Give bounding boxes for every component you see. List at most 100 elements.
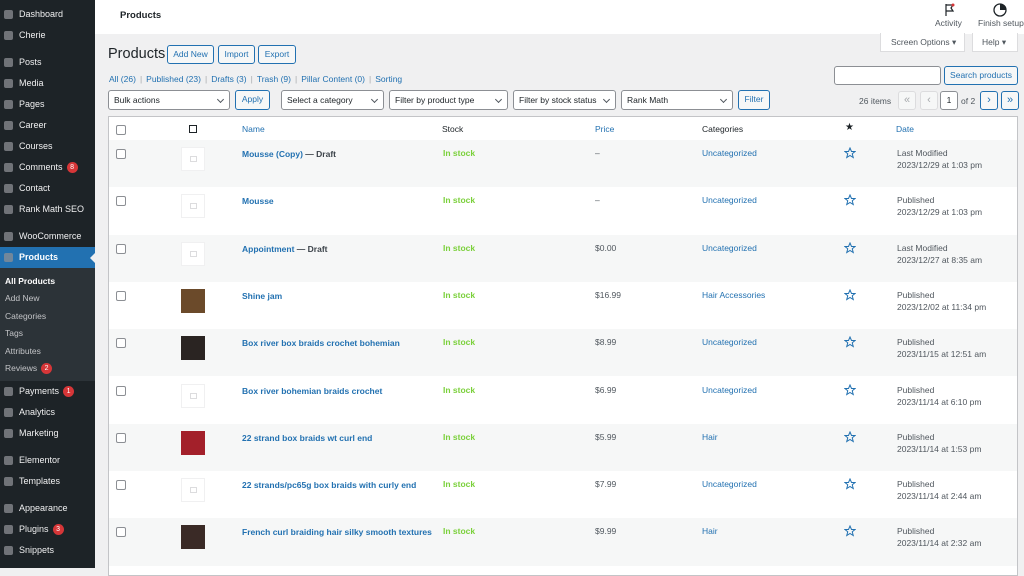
product-name[interactable]: Appointment (242, 243, 295, 254)
menu-item[interactable]: Plugins 3 (0, 519, 95, 540)
row-checkbox[interactable] (116, 338, 126, 349)
menu-item[interactable]: Appearance (0, 498, 95, 519)
column-name[interactable]: Name (242, 124, 265, 134)
menu-item[interactable]: Pages (0, 94, 95, 115)
filter-select[interactable]: Filter by stock status (513, 90, 616, 110)
row-checkbox[interactable] (116, 385, 126, 396)
view-link[interactable]: All (26) (109, 74, 136, 84)
menu-item[interactable]: Media (0, 73, 95, 94)
product-category[interactable]: Hair (702, 526, 718, 537)
view-link[interactable]: Trash (9) (256, 74, 291, 84)
page-last[interactable]: » (1001, 91, 1019, 110)
stock-status: In stock (443, 195, 476, 206)
row-checkbox[interactable] (116, 196, 126, 207)
column-date[interactable]: Date (896, 124, 914, 134)
menu-item[interactable]: Contact (0, 178, 95, 199)
menu-item[interactable]: Comments 8 (0, 157, 95, 178)
row-checkbox[interactable] (116, 243, 126, 254)
submenu-item[interactable]: Attributes (0, 343, 95, 360)
filter-select[interactable]: Rank Math (621, 90, 733, 110)
product-category[interactable]: Hair (702, 431, 718, 442)
featured-star[interactable] (843, 477, 857, 492)
apply-button[interactable]: Apply (235, 90, 270, 110)
menu-item[interactable]: Templates (0, 471, 95, 492)
header-button[interactable]: Import (218, 45, 255, 64)
product-name[interactable]: French curl braiding hair silky smooth t… (242, 527, 432, 538)
product-name[interactable]: Mousse (242, 196, 274, 207)
menu-label: Dashboard (19, 9, 64, 19)
menu-item[interactable]: Analytics (0, 402, 95, 423)
search-button[interactable]: Search products (944, 66, 1018, 85)
row-checkbox[interactable] (116, 527, 126, 538)
product-price: $8.99 (595, 337, 617, 348)
finish-setup-link[interactable]: Finish setup (978, 18, 1024, 28)
submenu-item[interactable]: All Products (0, 273, 95, 290)
featured-star[interactable] (843, 430, 857, 445)
submenu-item[interactable]: Tags (0, 325, 95, 342)
stock-status: In stock (443, 526, 476, 537)
product-category[interactable]: Uncategorized (702, 195, 757, 206)
product-category[interactable]: Hair Accessories (702, 289, 766, 300)
menu-item[interactable]: Marketing (0, 423, 95, 444)
row-checkbox[interactable] (116, 480, 126, 491)
row-checkbox[interactable] (116, 290, 126, 301)
product-category[interactable]: Uncategorized (702, 148, 757, 158)
column-price[interactable]: Price (595, 124, 615, 134)
submenu-item[interactable]: Categories (0, 308, 95, 325)
featured-star[interactable] (843, 383, 857, 398)
activity-link[interactable]: Activity (935, 18, 962, 28)
menu-item[interactable]: Payments 1 (0, 381, 95, 402)
filter-select[interactable]: Filter by product type (389, 90, 508, 110)
product-name[interactable]: Box river box braids crochet bohemian (242, 338, 400, 349)
menu-item[interactable]: Courses (0, 136, 95, 157)
view-link[interactable]: Published (23) (146, 74, 201, 84)
featured-star[interactable] (843, 525, 857, 539)
product-name[interactable]: 22 strand box braids wt curl end (242, 432, 373, 443)
row-checkbox[interactable] (116, 149, 126, 159)
featured-star[interactable] (843, 288, 857, 303)
view-link[interactable]: Drafts (3) (211, 74, 247, 84)
menu-item[interactable]: Snippets (0, 540, 95, 561)
row-checkbox[interactable] (116, 432, 126, 443)
menu-item[interactable]: Career (0, 115, 95, 136)
menu-item[interactable]: Rank Math SEO (0, 199, 95, 220)
menu-label: Payments (19, 386, 60, 397)
menu-item[interactable]: Elementor (0, 450, 95, 471)
menu-item[interactable]: Products (0, 247, 95, 268)
header-button[interactable]: Export (258, 45, 296, 64)
menu-item[interactable]: Cherie (0, 25, 95, 46)
screen-options-tab[interactable]: Screen Options ▾ (880, 33, 965, 52)
product-category[interactable]: Uncategorized (702, 337, 757, 348)
submenu-label: Tags (5, 328, 23, 339)
view-link[interactable]: Pillar Content (0) (301, 74, 365, 84)
header-button[interactable]: Add New (167, 45, 214, 64)
product-status: — Draft (305, 149, 336, 159)
product-category[interactable]: Uncategorized (702, 479, 757, 490)
featured-star[interactable] (843, 194, 857, 208)
featured-star[interactable] (843, 146, 857, 161)
page-current-input[interactable]: 1 (940, 91, 958, 110)
product-category[interactable]: Uncategorized (702, 242, 757, 253)
filter-button[interactable]: Filter (738, 90, 770, 110)
header-checkbox[interactable] (116, 125, 126, 135)
featured-star[interactable] (843, 241, 857, 256)
table-row: Appointment — Draft In stock $0.00 Uncatego… (109, 234, 1017, 282)
submenu-item[interactable]: Add New (0, 290, 95, 307)
menu-item[interactable]: WooCommerce (0, 226, 95, 247)
product-name[interactable]: Box river bohemian braids crochet (242, 385, 383, 396)
menu-item[interactable]: Posts (0, 52, 95, 73)
product-name[interactable]: Mousse (Copy) (242, 149, 303, 159)
menu-item[interactable]: Dashboard (0, 4, 95, 25)
search-input[interactable] (834, 66, 941, 85)
bulk-actions-select[interactable]: Bulk actions (108, 90, 230, 110)
menu-label: Elementor (19, 455, 61, 466)
product-name[interactable]: 22 strands/pc65g box braids with curly e… (242, 480, 417, 491)
filter-select[interactable]: Select a category (281, 90, 384, 110)
view-link[interactable]: Sorting (375, 74, 403, 84)
product-name[interactable]: Shine jam (242, 290, 283, 301)
page-next[interactable]: › (980, 91, 998, 110)
submenu-item[interactable]: Reviews 2 (0, 360, 95, 377)
featured-star[interactable] (843, 335, 857, 350)
help-tab[interactable]: Help ▾ (972, 33, 1018, 52)
product-category[interactable]: Uncategorized (702, 384, 757, 395)
